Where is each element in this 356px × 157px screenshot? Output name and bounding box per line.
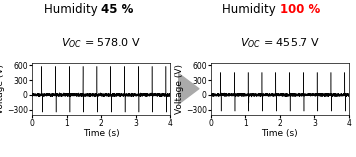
Text: Humidity: Humidity xyxy=(43,3,101,16)
Text: $\it{V}_{OC}$ = 578.0 V: $\it{V}_{OC}$ = 578.0 V xyxy=(61,36,141,50)
Y-axis label: Voltage (V): Voltage (V) xyxy=(0,64,5,114)
Text: Humidity: Humidity xyxy=(222,3,280,16)
Text: 45 %: 45 % xyxy=(101,3,134,16)
Text: 100 %: 100 % xyxy=(280,3,320,16)
FancyArrowPatch shape xyxy=(110,22,199,155)
X-axis label: Time (s): Time (s) xyxy=(262,129,298,138)
Text: $\it{V}_{OC}$ = 455.7 V: $\it{V}_{OC}$ = 455.7 V xyxy=(240,36,320,50)
X-axis label: Time (s): Time (s) xyxy=(83,129,119,138)
Y-axis label: Voltage (V): Voltage (V) xyxy=(176,64,184,114)
